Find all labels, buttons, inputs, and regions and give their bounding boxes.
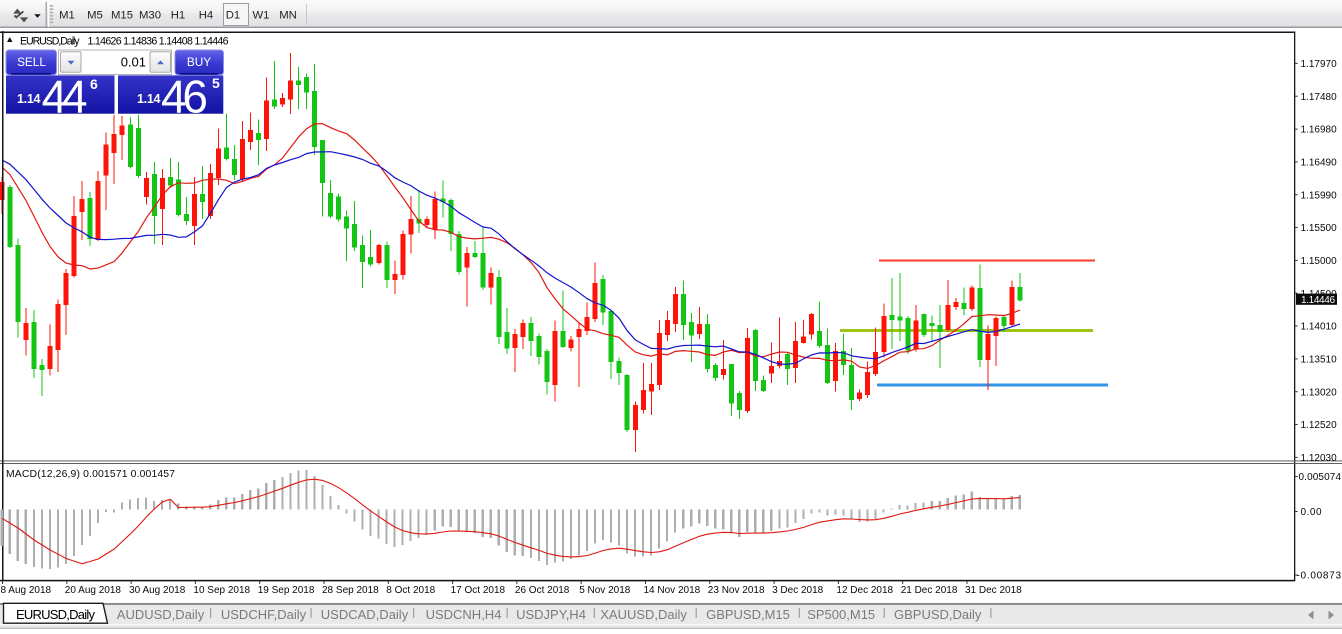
svg-text:20 Aug 2018: 20 Aug 2018 xyxy=(65,585,122,596)
svg-text:1.13510: 1.13510 xyxy=(1301,355,1338,366)
svg-text:H1: H1 xyxy=(171,10,185,22)
svg-text:8 Oct 2018: 8 Oct 2018 xyxy=(386,585,435,596)
svg-text:XAUUSD,Daily: XAUUSD,Daily xyxy=(600,607,687,622)
svg-text:21 Dec 2018: 21 Dec 2018 xyxy=(901,585,958,596)
svg-text:6: 6 xyxy=(90,76,98,92)
svg-text:D1: D1 xyxy=(226,10,240,22)
svg-text:M1: M1 xyxy=(59,10,75,22)
svg-text:5 Nov 2018: 5 Nov 2018 xyxy=(579,585,631,596)
svg-text:SELL: SELL xyxy=(17,55,46,69)
svg-text:23 Nov 2018: 23 Nov 2018 xyxy=(708,585,765,596)
svg-text:EURUSD,Daily: EURUSD,Daily xyxy=(16,607,96,622)
svg-text:1.16490: 1.16490 xyxy=(1301,158,1338,169)
svg-text:GBPUSD,Daily: GBPUSD,Daily xyxy=(894,607,982,622)
svg-text:31 Dec 2018: 31 Dec 2018 xyxy=(965,585,1022,596)
svg-text:44: 44 xyxy=(42,71,88,123)
svg-text:8 Aug 2018: 8 Aug 2018 xyxy=(1,585,52,596)
svg-text:1.14446: 1.14446 xyxy=(1301,295,1335,306)
svg-text:USDCHF,Daily: USDCHF,Daily xyxy=(221,607,307,622)
svg-text:H4: H4 xyxy=(199,10,213,22)
svg-text:MACD(12,26,9) 0.001571 0.00145: MACD(12,26,9) 0.001571 0.001457 xyxy=(6,469,175,480)
svg-text:USDCAD,Daily: USDCAD,Daily xyxy=(321,607,409,622)
svg-text:0.005074: 0.005074 xyxy=(1299,472,1342,483)
svg-text:AUDUSD,Daily: AUDUSD,Daily xyxy=(117,607,205,622)
svg-text:MN: MN xyxy=(279,10,297,22)
svg-text:1.13020: 1.13020 xyxy=(1301,387,1338,398)
svg-text:W1: W1 xyxy=(253,10,270,22)
svg-text:1.14626 1.14836 1.14408 1.1444: 1.14626 1.14836 1.14408 1.14446 xyxy=(88,36,229,48)
svg-text:26 Oct 2018: 26 Oct 2018 xyxy=(515,585,570,596)
svg-text:EURUSD,Daily: EURUSD,Daily xyxy=(20,36,80,48)
svg-text:14 Nov 2018: 14 Nov 2018 xyxy=(644,585,701,596)
svg-text:3 Dec 2018: 3 Dec 2018 xyxy=(772,585,824,596)
svg-text:30 Aug 2018: 30 Aug 2018 xyxy=(129,585,186,596)
svg-text:1.16980: 1.16980 xyxy=(1301,125,1338,136)
svg-text:1.12030: 1.12030 xyxy=(1301,453,1338,464)
svg-text:1.15000: 1.15000 xyxy=(1301,256,1338,267)
svg-text:1.17480: 1.17480 xyxy=(1301,92,1338,103)
svg-text:USDCNH,H4: USDCNH,H4 xyxy=(426,607,502,622)
svg-text:BUY: BUY xyxy=(187,55,211,69)
svg-text:1.14: 1.14 xyxy=(137,92,161,106)
svg-text:GBPUSD,M15: GBPUSD,M15 xyxy=(706,607,790,622)
svg-text:19 Sep 2018: 19 Sep 2018 xyxy=(258,585,315,596)
svg-text:1.14: 1.14 xyxy=(17,92,41,106)
svg-text:SP500,M15: SP500,M15 xyxy=(807,607,875,622)
svg-text:1.14010: 1.14010 xyxy=(1301,322,1338,333)
svg-text:1.17970: 1.17970 xyxy=(1301,59,1338,70)
svg-text:17 Oct 2018: 17 Oct 2018 xyxy=(451,585,506,596)
svg-text:-0.00873: -0.00873 xyxy=(1297,571,1342,582)
svg-text:0.01: 0.01 xyxy=(121,54,146,69)
svg-text:1.12520: 1.12520 xyxy=(1301,420,1338,431)
svg-text:M15: M15 xyxy=(111,10,133,22)
svg-text:5: 5 xyxy=(212,75,220,91)
svg-text:10 Sep 2018: 10 Sep 2018 xyxy=(193,585,250,596)
svg-text:28 Sep 2018: 28 Sep 2018 xyxy=(322,585,379,596)
svg-text:USDJPY,H4: USDJPY,H4 xyxy=(516,607,586,622)
svg-text:12 Dec 2018: 12 Dec 2018 xyxy=(836,585,893,596)
svg-text:0.00: 0.00 xyxy=(1301,507,1322,518)
svg-text:46: 46 xyxy=(161,71,208,123)
svg-text:1.15990: 1.15990 xyxy=(1301,190,1338,201)
svg-text:M5: M5 xyxy=(87,10,103,22)
svg-text:1.15500: 1.15500 xyxy=(1301,223,1338,234)
svg-text:M30: M30 xyxy=(139,10,161,22)
